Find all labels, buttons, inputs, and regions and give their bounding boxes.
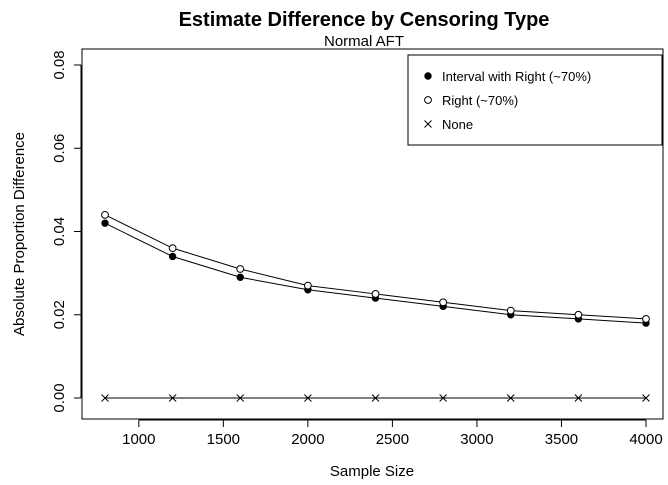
x-tick-label: 1500 xyxy=(207,431,240,448)
x-tick-label: 4000 xyxy=(629,431,662,448)
y-tick-label: 0.06 xyxy=(51,134,68,163)
y-tick-label: 0.04 xyxy=(51,217,68,246)
y-axis: 0.00 0.02 0.04 0.06 0.08 xyxy=(51,50,82,413)
legend-item: Right (~70%) xyxy=(424,93,518,108)
point-none xyxy=(439,394,447,402)
legend-label: None xyxy=(442,117,473,132)
legend-label: Interval with Right (~70%) xyxy=(442,69,591,84)
legend-label: Right (~70%) xyxy=(442,93,518,108)
series-right-line xyxy=(104,214,647,320)
point-none xyxy=(424,120,432,128)
point-none xyxy=(304,394,312,402)
point-none xyxy=(371,394,380,402)
point-none xyxy=(642,394,650,402)
series-none xyxy=(101,394,650,402)
point-interval-with-right xyxy=(168,252,177,261)
y-tick-label: 0.02 xyxy=(51,300,68,329)
x-tick-label: 2500 xyxy=(376,431,409,448)
point-right xyxy=(303,281,312,290)
point-interval-with-right xyxy=(236,273,244,281)
series-interval-with-right-line xyxy=(104,222,647,324)
series-layer xyxy=(101,210,650,402)
x-tick-label: 1000 xyxy=(122,431,155,448)
point-right xyxy=(574,310,583,319)
point-none xyxy=(101,394,109,402)
legend-item: None xyxy=(424,117,473,132)
x-axis: 1000 1500 2000 2500 3000 3500 4000 xyxy=(122,419,663,448)
y-tick-label: 0.08 xyxy=(51,50,68,79)
point-right xyxy=(371,290,380,298)
point-right xyxy=(101,210,109,219)
point-none xyxy=(506,394,515,402)
point-interval-with-right xyxy=(101,219,109,227)
point-none xyxy=(574,394,583,402)
series-interval-with-right xyxy=(101,219,650,327)
point-right xyxy=(642,315,650,323)
legend-item: Interval with Right (~70%) xyxy=(424,69,591,84)
legend-box xyxy=(407,54,663,146)
plot-frame xyxy=(81,48,664,420)
legend: Interval with Right (~70%) Right (~70%) No… xyxy=(407,54,663,146)
point-right xyxy=(506,306,515,315)
x-tick-label: 3500 xyxy=(545,431,578,448)
chart-subtitle: Normal AFT xyxy=(324,33,404,50)
point-none xyxy=(168,394,177,402)
y-axis-label: Absolute Proportion Difference xyxy=(11,132,28,336)
point-right xyxy=(424,96,432,104)
point-none xyxy=(236,394,245,402)
series-right xyxy=(101,210,650,323)
x-tick-label: 3000 xyxy=(460,431,493,448)
point-right xyxy=(439,298,448,307)
point-right xyxy=(168,244,177,253)
point-right xyxy=(236,265,245,273)
chart-title: Estimate Difference by Censoring Type xyxy=(179,9,550,31)
point-interval-with-right xyxy=(424,72,432,80)
x-tick-label: 2000 xyxy=(291,431,324,448)
x-axis-label: Sample Size xyxy=(330,463,414,480)
y-tick-label: 0.00 xyxy=(51,383,68,412)
